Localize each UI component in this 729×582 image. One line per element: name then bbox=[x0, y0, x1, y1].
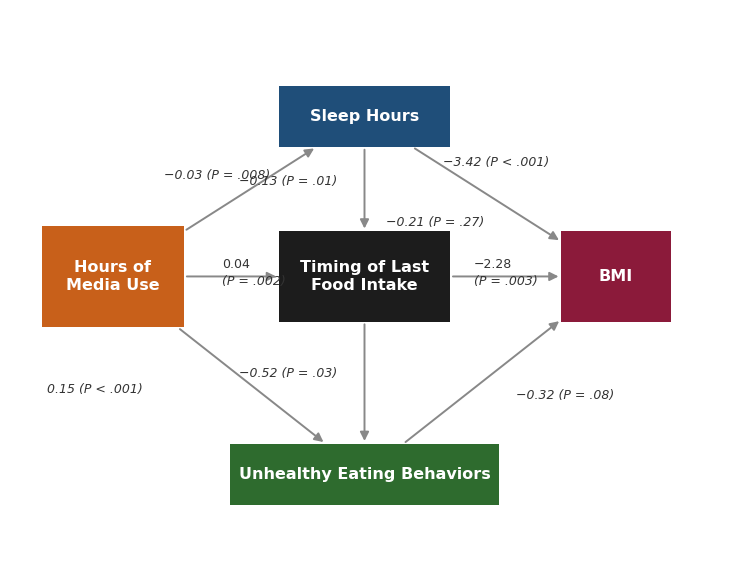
Text: −0.52 (P = .03): −0.52 (P = .03) bbox=[239, 367, 338, 380]
Text: −0.03 (P = .008): −0.03 (P = .008) bbox=[164, 169, 270, 182]
Text: (P = .003): (P = .003) bbox=[474, 275, 537, 288]
Text: Sleep Hours: Sleep Hours bbox=[310, 109, 419, 124]
Text: (P = .002): (P = .002) bbox=[222, 275, 286, 288]
Text: −0.13 (P = .01): −0.13 (P = .01) bbox=[239, 175, 338, 188]
Text: 0.15 (P < .001): 0.15 (P < .001) bbox=[47, 384, 143, 396]
Text: BMI: BMI bbox=[599, 269, 633, 284]
FancyBboxPatch shape bbox=[561, 231, 671, 321]
FancyBboxPatch shape bbox=[278, 231, 450, 321]
Text: Unhealthy Eating Behaviors: Unhealthy Eating Behaviors bbox=[238, 467, 491, 482]
FancyBboxPatch shape bbox=[42, 225, 184, 327]
Text: 0.04: 0.04 bbox=[222, 258, 250, 271]
FancyBboxPatch shape bbox=[230, 443, 499, 505]
FancyBboxPatch shape bbox=[278, 86, 450, 147]
Text: −3.42 (P < .001): −3.42 (P < .001) bbox=[443, 157, 550, 169]
Text: −0.21 (P = .27): −0.21 (P = .27) bbox=[386, 216, 485, 229]
Text: Hours of
Media Use: Hours of Media Use bbox=[66, 260, 160, 293]
Text: −0.32 (P = .08): −0.32 (P = .08) bbox=[516, 389, 615, 402]
Text: Timing of Last
Food Intake: Timing of Last Food Intake bbox=[300, 260, 429, 293]
Text: −2.28: −2.28 bbox=[474, 258, 512, 271]
